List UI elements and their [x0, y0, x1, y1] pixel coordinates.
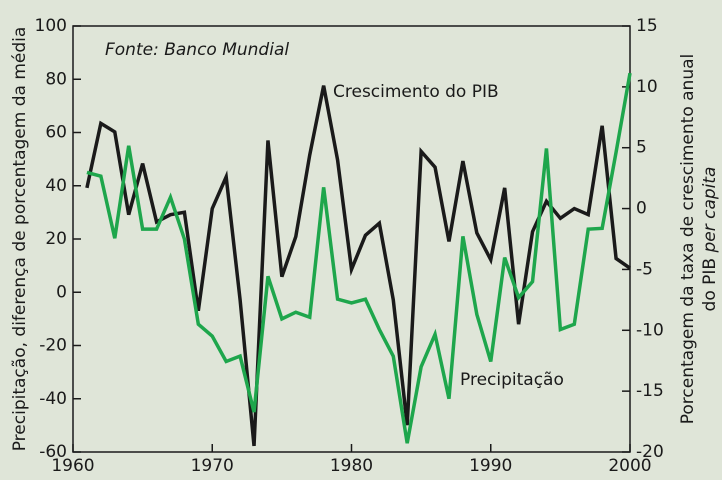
- y-tick-label: 0: [56, 282, 67, 302]
- y2-tick-label: 5: [636, 138, 647, 158]
- y-tick-label: -20: [39, 336, 67, 356]
- y2-axis-label-2: do PIB per capita: [700, 167, 720, 312]
- y-tick-label: -40: [39, 389, 67, 409]
- y-tick-label: 20: [45, 229, 67, 249]
- x-tick-label: 2000: [608, 456, 651, 476]
- series-line: [86, 72, 632, 444]
- y2-tick-label: -10: [636, 320, 664, 340]
- rain-label: Precipitação: [460, 370, 564, 390]
- y2-tick-label: 10: [636, 77, 658, 97]
- y-tick-label: 100: [35, 16, 67, 36]
- source-note: Fonte: Banco Mundial: [105, 40, 289, 60]
- y2-label-italic: per capita: [700, 167, 720, 254]
- gdp-label: Crescimento do PIB: [333, 82, 499, 102]
- y-tick-label: 40: [45, 176, 67, 196]
- x-tick-label: 1990: [469, 456, 512, 476]
- x-tick-label: 1970: [191, 456, 234, 476]
- y2-tick-label: -20: [636, 442, 664, 462]
- y2-tick-label: 15: [636, 16, 658, 36]
- y2-axis-label: Porcentagem da taxa de crescimento anual: [678, 54, 698, 425]
- y-axis-label: Precipitação, diferença de porcentagem d…: [10, 27, 30, 452]
- x-tick-label: 1980: [330, 456, 373, 476]
- y-tick-label: 60: [45, 123, 67, 143]
- y2-tick-label: 0: [636, 199, 647, 219]
- series-line: [85, 85, 632, 447]
- y2-tick-label: -5: [636, 259, 653, 279]
- y2-tick-label: -15: [636, 381, 664, 401]
- y-tick-label: -60: [39, 442, 67, 462]
- y-tick-label: 80: [45, 69, 67, 89]
- x-tick-label: 1960: [51, 456, 94, 476]
- y2-label-part: do PIB: [700, 258, 720, 312]
